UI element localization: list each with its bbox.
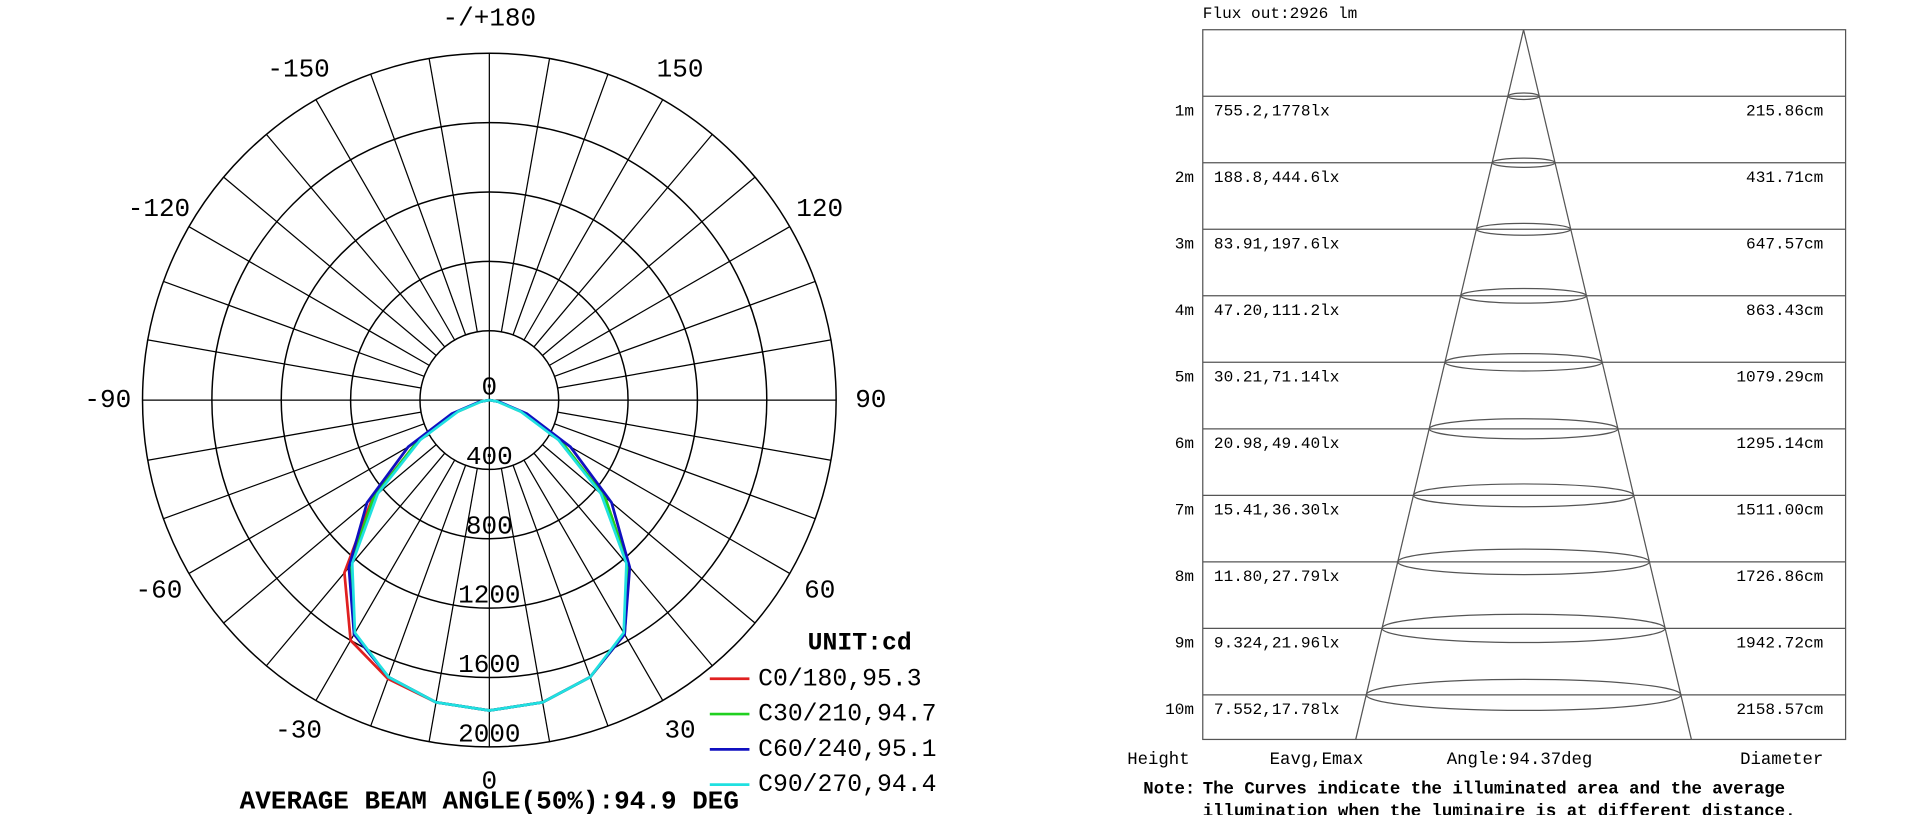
radial-line (549, 226, 790, 366)
radial-line (533, 452, 713, 667)
radial-line (500, 468, 551, 742)
radial-line (370, 465, 467, 727)
radial-line (428, 468, 478, 742)
angle-tick-label: -/+180 (443, 3, 537, 33)
angle-tick-label: -60 (136, 576, 183, 606)
footer-label: Height (1127, 751, 1189, 770)
height-label: 3m (1175, 235, 1194, 253)
cone-edge (1355, 29, 1525, 740)
height-label: 5m (1175, 368, 1194, 386)
diameter-label: 863.43cm (1746, 302, 1823, 320)
flux-label: Flux out:2926 lm (1203, 5, 1358, 23)
angle-tick-label: -30 (275, 715, 322, 745)
diameter-label: 1726.86cm (1736, 568, 1823, 586)
radial-line (500, 58, 551, 332)
radial-line (188, 434, 430, 575)
radial-line (542, 444, 756, 624)
radial-line (542, 176, 756, 356)
radial-line (523, 459, 664, 701)
angle-tick-label: -90 (84, 385, 131, 415)
angle-tick-label: 90 (855, 385, 886, 415)
radial-line (533, 133, 713, 348)
radial-line (512, 73, 609, 336)
radial-line (147, 411, 422, 461)
angle-tick-label: -120 (128, 194, 190, 224)
height-label: 6m (1175, 435, 1194, 453)
angle-tick-label: 60 (804, 576, 835, 606)
legend-label: C90/270,94.4 (758, 771, 936, 799)
curve (350, 398, 628, 712)
radial-line (549, 434, 790, 575)
illuminance-label: 47.20,111.2lx (1214, 302, 1340, 320)
height-label: 10m (1165, 701, 1194, 719)
illuminance-label: 15.41,36.30lx (1214, 501, 1340, 519)
note-label: Note: (1143, 781, 1195, 800)
angle-tick-label: -150 (267, 55, 329, 85)
illuminance-label: 7.552,17.78lx (1214, 701, 1340, 719)
diameter-label: 2158.57cm (1736, 701, 1823, 719)
legend-label: C30/210,94.7 (758, 701, 936, 729)
r-tick-label: 800 (466, 511, 513, 541)
height-label: 7m (1175, 501, 1194, 519)
illuminance-label: 20.98,49.40lx (1214, 435, 1340, 453)
r-tick-label: 0 (482, 373, 498, 403)
diameter-label: 1511.00cm (1736, 501, 1823, 519)
radial-line (147, 339, 422, 389)
radial-line (163, 423, 425, 520)
diameter-label: 215.86cm (1746, 102, 1823, 120)
angle-tick-label: 0 (482, 766, 498, 796)
height-label: 4m (1175, 302, 1194, 320)
r-tick-label: 2000 (458, 719, 520, 749)
height-label: 9m (1175, 634, 1194, 652)
diameter-label: 647.57cm (1746, 235, 1823, 253)
r-tick-label: 1200 (458, 581, 520, 611)
radial-line (428, 58, 478, 332)
cone-edge (1522, 29, 1693, 740)
height-label: 8m (1175, 568, 1194, 586)
angle-tick-label: 120 (796, 194, 843, 224)
footer-label: Eavg,Emax (1270, 751, 1364, 770)
illuminance-label: 83.91,197.6lx (1214, 235, 1340, 253)
radial-line (557, 339, 831, 389)
diameter-label: 431.71cm (1746, 169, 1823, 187)
radial-line (223, 176, 437, 356)
chart-title: AVERAGE BEAM ANGLE(50%):94.9 DEG (240, 786, 739, 815)
footer-label: Diameter (1740, 751, 1823, 770)
diameter-label: 1942.72cm (1736, 634, 1823, 652)
radial-line (265, 452, 446, 667)
note-text: The Curves indicate the illuminated area… (1203, 781, 1785, 800)
legend-label: C60/240,95.1 (758, 736, 936, 764)
radial-line (315, 459, 456, 701)
legend-label: C0/180,95.3 (758, 665, 921, 693)
radial-line (265, 133, 446, 348)
radial-line (512, 465, 609, 727)
height-label: 1m (1175, 102, 1194, 120)
height-label: 2m (1175, 169, 1194, 187)
angle-tick-label: 150 (657, 55, 704, 85)
radial-line (315, 99, 456, 341)
angle-tick-label: 30 (664, 715, 695, 745)
note-text: illumination when the luminaire is at di… (1203, 803, 1796, 815)
illuminance-label: 755.2,1778lx (1214, 102, 1330, 120)
radial-line (554, 280, 816, 377)
radial-line (188, 226, 430, 366)
radial-line (557, 411, 831, 461)
illuminance-label: 30.21,71.14lx (1214, 368, 1340, 386)
diameter-label: 1079.29cm (1736, 368, 1823, 386)
radial-line (163, 280, 425, 377)
illuminance-label: 11.80,27.79lx (1214, 568, 1340, 586)
r-tick-label: 1600 (458, 650, 520, 680)
radial-line (223, 444, 437, 624)
diameter-label: 1295.14cm (1736, 435, 1823, 453)
radial-line (554, 423, 816, 520)
footer-label: Angle:94.37deg (1447, 751, 1593, 770)
illuminance-label: 188.8,444.6lx (1214, 169, 1340, 187)
radial-line (370, 73, 467, 336)
r-tick-label: 400 (466, 442, 513, 472)
unit-label: UNIT:cd (808, 629, 912, 657)
illuminance-label: 9.324,21.96lx (1214, 634, 1340, 652)
radial-line (523, 99, 664, 341)
